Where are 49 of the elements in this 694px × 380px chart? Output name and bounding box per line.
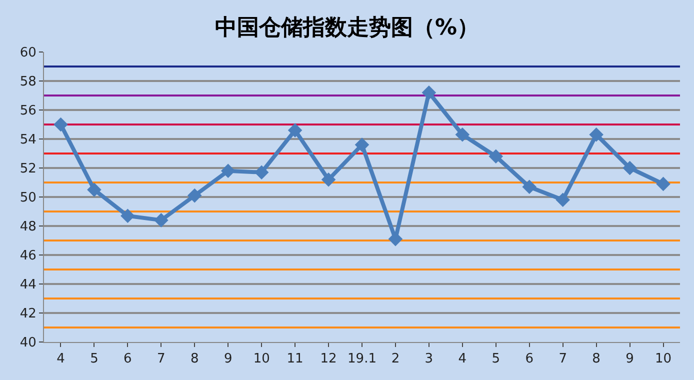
chart-title: 中国仓储指数走势图（%） — [214, 15, 480, 40]
point — [220, 164, 236, 178]
x-tick-label: 9 — [224, 352, 232, 367]
x-tick-label: 11 — [286, 352, 304, 367]
y-tick-label: 40 — [20, 336, 36, 351]
x-tick-label: 10 — [253, 352, 270, 367]
point — [288, 123, 302, 138]
point — [556, 192, 570, 208]
x-tick-label: 10 — [654, 352, 672, 367]
point — [589, 128, 604, 142]
y-tick-label: 60 — [20, 46, 36, 61]
point — [488, 149, 504, 164]
x-tick-label: 5 — [492, 352, 500, 367]
y-tick-label: 52 — [20, 162, 36, 177]
x-tick-label: 2 — [391, 352, 400, 367]
y-tick-label: 46 — [20, 248, 36, 264]
y-tick-label: 58 — [20, 74, 36, 90]
point — [522, 180, 537, 194]
x-tick-label: 6 — [124, 352, 132, 367]
point — [254, 165, 269, 180]
x-tick-label: 9 — [626, 352, 634, 367]
point — [354, 138, 370, 152]
point — [120, 208, 135, 223]
y-tick-label: 48 — [20, 220, 36, 235]
y-tick-label: 44 — [20, 278, 36, 293]
y-tick-label: 54 — [20, 132, 36, 148]
x-tick-label: 8 — [190, 352, 199, 367]
x-tick-label: 4 — [56, 352, 65, 367]
x-tick-label: 7 — [157, 352, 166, 367]
point — [321, 172, 336, 187]
x-tick-label: 19.1 — [348, 352, 376, 367]
y-tick-label: 56 — [20, 104, 36, 119]
point — [87, 182, 102, 197]
point — [455, 128, 470, 142]
x-tick-label: 8 — [592, 352, 600, 367]
y-tick-label: 50 — [20, 190, 36, 206]
x-tick-label: 4 — [458, 352, 467, 367]
point — [187, 188, 202, 203]
point — [154, 213, 168, 228]
x-tick-label: 5 — [90, 352, 98, 367]
point — [622, 160, 637, 176]
x-tick-label: 7 — [558, 352, 567, 367]
x-tick-label: 6 — [525, 352, 534, 367]
point — [656, 176, 670, 192]
point — [422, 85, 436, 100]
y-tick-label: 42 — [20, 306, 36, 322]
x-tick-label: 3 — [424, 352, 434, 367]
x-tick-label: 12 — [320, 352, 337, 367]
point — [54, 117, 68, 132]
